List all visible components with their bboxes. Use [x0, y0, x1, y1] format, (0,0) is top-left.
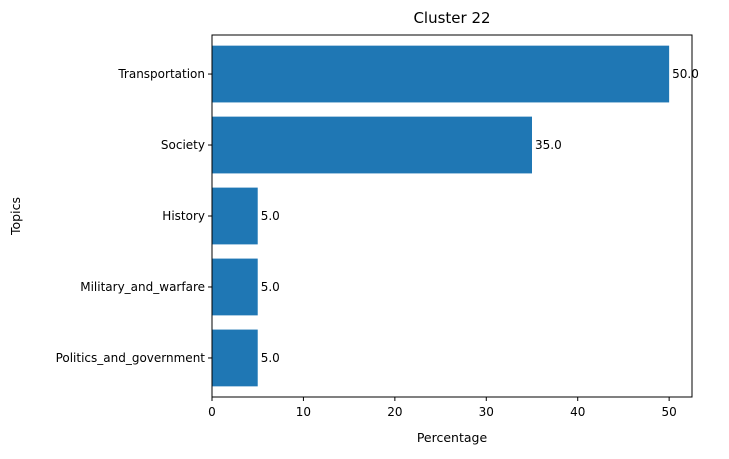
- bar-society: [212, 116, 532, 174]
- plot-frame: [211, 34, 693, 398]
- y-tick-label-politics-and-government: Politics_and_government: [56, 351, 206, 365]
- x-tick-label-40: 40: [570, 405, 585, 419]
- x-axis-label: Percentage: [417, 430, 488, 445]
- x-tick-label-0: 0: [208, 405, 216, 419]
- y-tick-label-history: History: [162, 209, 205, 223]
- x-tick-label-30: 30: [479, 405, 494, 419]
- data-label-military-and-warfare: 5.0: [261, 280, 280, 294]
- y-axis-ticks: Transportation Society History Military_and…: [56, 67, 212, 365]
- bar-military-and-warfare: [212, 258, 258, 316]
- y-tick-label-military-and-warfare: Military_and_warfare: [80, 280, 205, 294]
- x-tick-label-10: 10: [296, 405, 311, 419]
- bar-transportation: [212, 45, 670, 103]
- data-label-history: 5.0: [261, 209, 280, 223]
- data-label-politics-and-government: 5.0: [261, 351, 280, 365]
- x-axis-ticks: 0 10 20 30 40 50: [208, 397, 677, 419]
- bars-layer: [212, 45, 670, 387]
- chart-title: Cluster 22: [413, 9, 490, 27]
- x-tick-label-20: 20: [387, 405, 402, 419]
- data-label-transportation: 50.0: [672, 67, 699, 81]
- y-tick-label-transportation: Transportation: [117, 67, 205, 81]
- y-tick-label-society: Society: [161, 138, 205, 152]
- y-axis-label: Topics: [8, 197, 23, 236]
- x-tick-label-50: 50: [662, 405, 677, 419]
- bar-politics-and-government: [212, 329, 258, 387]
- data-labels-layer: 50.0 35.0 5.0 5.0 5.0: [261, 67, 699, 365]
- data-label-society: 35.0: [535, 138, 562, 152]
- bar-history: [212, 187, 258, 245]
